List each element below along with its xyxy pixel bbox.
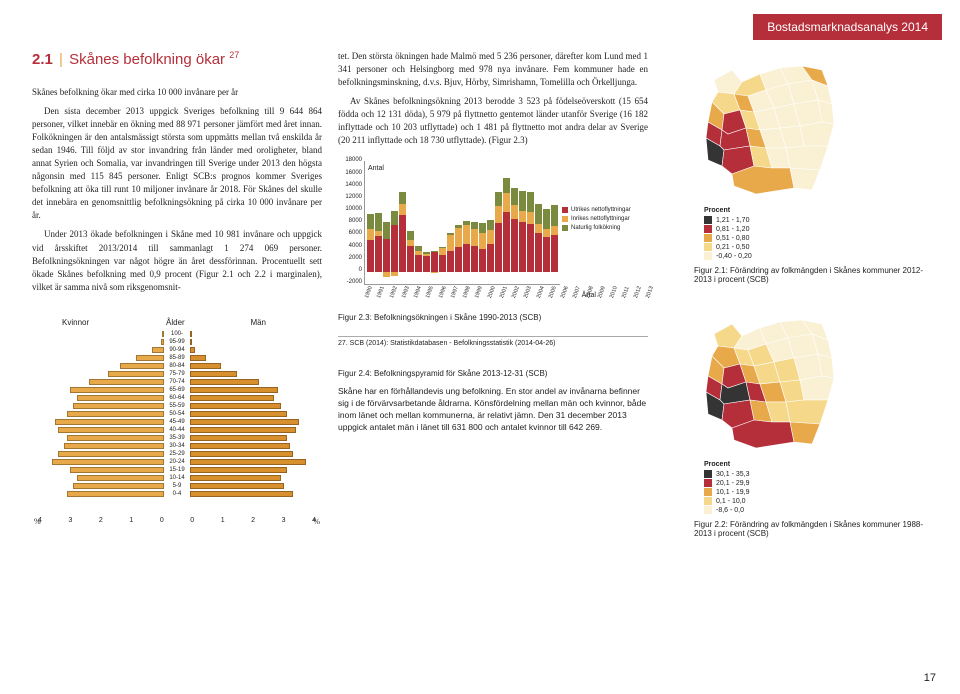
map1-legend: Procent1,21 - 1,700,81 - 1,200,51 - 0,80… <box>704 207 924 260</box>
bar <box>439 161 446 284</box>
lead-para: Skånes befolkning ökar med cirka 10 000 … <box>32 86 322 99</box>
bar <box>423 161 430 284</box>
bar <box>463 161 470 284</box>
pyramid-row: 65-69 <box>32 386 322 394</box>
fig24-block: Figur 2.4: Befolkningspyramid för Skåne … <box>338 369 648 434</box>
body-para: Av Skånes befolkningsökning 2013 berodde… <box>338 95 648 147</box>
bar <box>391 161 398 284</box>
section-title: 2.1 | Skånes befolkning ökar 27 <box>32 50 322 68</box>
pyramid-row: 50-54 <box>32 410 322 418</box>
bar <box>399 161 406 284</box>
bar <box>407 161 414 284</box>
pyramid-row: 0-4 <box>32 490 322 498</box>
fig24-caption: Figur 2.4: Befolkningspyramid för Skåne … <box>338 369 648 378</box>
bar <box>375 161 382 284</box>
map-svg-icon <box>694 50 844 205</box>
map-svg-icon <box>694 304 844 459</box>
pyramid-row: 100- <box>32 330 322 338</box>
fig23-caption: Figur 2.3: Befolkningsökningen i Skåne 1… <box>338 313 648 322</box>
pyramid-row: 85-89 <box>32 354 322 362</box>
pyramid-row: 95-99 <box>32 338 322 346</box>
bar-chart-plot <box>364 161 560 285</box>
pyramid-row: 90-94 <box>32 346 322 354</box>
bar <box>415 161 422 284</box>
bar <box>495 161 502 284</box>
bar <box>551 161 558 284</box>
bar <box>431 161 438 284</box>
bar <box>471 161 478 284</box>
bar <box>383 161 390 284</box>
pyramid-row: 25-29 <box>32 450 322 458</box>
pyramid-chart: Kvinnor Ålder Män 100-95-9990-9485-8980-… <box>32 320 322 530</box>
bar <box>519 161 526 284</box>
bar <box>367 161 374 284</box>
pct-right: % <box>313 517 320 526</box>
pyramid-row: 45-49 <box>32 418 322 426</box>
pyramid-row: 60-64 <box>32 394 322 402</box>
section-sup: 27 <box>229 50 239 60</box>
bar <box>543 161 550 284</box>
pyramid-row: 5-9 <box>32 482 322 490</box>
fig24-text: Skåne har en förhållandevis ung befolkni… <box>338 386 648 434</box>
map-1 <box>694 50 844 205</box>
body-para: Den sista december 2013 uppgick Sveriges… <box>32 105 322 222</box>
bar-chart: 1800016000140001200010000800060004000200… <box>338 157 638 307</box>
page-content: 2.1 | Skånes befolkning ökar 27 Skånes b… <box>0 0 960 548</box>
pyramid-row: 55-59 <box>32 402 322 410</box>
map2-legend: Procent30,1 - 35,320,1 - 29,910,1 - 19,9… <box>704 461 924 514</box>
pyramid-row: 70-74 <box>32 378 322 386</box>
bar <box>527 161 534 284</box>
footnote: 27. SCB (2014): Statistikdatabasen - Bef… <box>338 336 648 347</box>
section-number: 2.1 <box>32 51 53 68</box>
bar <box>535 161 542 284</box>
antal-label: Antal <box>368 165 384 172</box>
page-number: 17 <box>924 672 936 684</box>
section-title-text: Skånes befolkning ökar <box>69 51 225 68</box>
pyramid-row: 80-84 <box>32 362 322 370</box>
pyramid-row: 40-44 <box>32 426 322 434</box>
bar <box>447 161 454 284</box>
pyramid-label-man: Män <box>250 318 266 327</box>
body-para: tet. Den största ökningen hade Malmö med… <box>338 50 648 89</box>
pyramid-row: 30-34 <box>32 442 322 450</box>
separator-icon: | <box>59 51 63 68</box>
pyramid-row: 20-24 <box>32 458 322 466</box>
body-para: Under 2013 ökade befolkningen i Skåne me… <box>32 228 322 293</box>
bar <box>455 161 462 284</box>
pyramid-label-kvinnor: Kvinnor <box>62 318 89 327</box>
bar <box>511 161 518 284</box>
pyramid-label-alder: Ålder <box>166 318 185 327</box>
header-banner: Bostadsmarknadsanalys 2014 <box>753 14 942 40</box>
map-2 <box>694 304 844 459</box>
bar <box>503 161 510 284</box>
pyramid-row: 75-79 <box>32 370 322 378</box>
bar <box>479 161 486 284</box>
pyramid-row: 15-19 <box>32 466 322 474</box>
fig21-caption: Figur 2.1: Förändring av folkmängden i S… <box>694 266 924 284</box>
fig22-caption: Figur 2.2: Förändring av folkmängden i S… <box>694 520 924 538</box>
left-column: 2.1 | Skånes befolkning ökar 27 Skånes b… <box>32 50 322 538</box>
middle-column: tet. Den största ökningen hade Malmö med… <box>338 50 648 538</box>
pct-left: % <box>34 517 41 526</box>
pyramid-row: 35-39 <box>32 434 322 442</box>
bar <box>487 161 494 284</box>
bar-chart-legend: Utrikes nettoflyttningarInrikes nettofly… <box>562 207 638 234</box>
pyramid-row: 10-14 <box>32 474 322 482</box>
right-column: Procent1,21 - 1,700,81 - 1,200,51 - 0,80… <box>664 50 924 538</box>
